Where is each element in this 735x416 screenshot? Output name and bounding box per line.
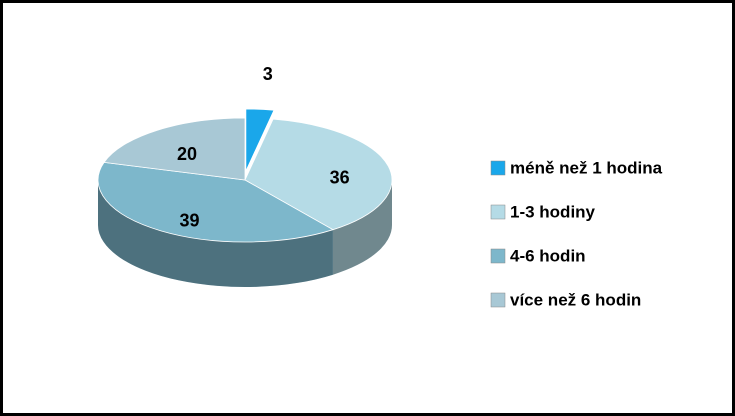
slice [97,161,334,243]
legend-marker [490,160,506,176]
slice-side-shade [98,180,333,287]
slice-side-shade [332,180,392,275]
legend-marker [490,204,506,220]
slice-side [332,180,392,275]
data-label: 36 [330,168,350,188]
slice [245,108,275,172]
slice [103,117,246,181]
legend-marker [490,248,506,264]
legend-marker [490,292,506,308]
legend-label: více než 6 hodin [510,290,641,309]
slice-side [98,180,333,287]
data-label: 39 [179,210,199,230]
legend-label: 1-3 hodiny [510,202,596,221]
legend-label: 4-6 hodin [510,246,586,265]
data-label: 20 [177,144,197,164]
data-label: 3 [263,64,273,84]
legend-label: méně než 1 hodina [510,158,663,177]
slice [244,118,393,231]
